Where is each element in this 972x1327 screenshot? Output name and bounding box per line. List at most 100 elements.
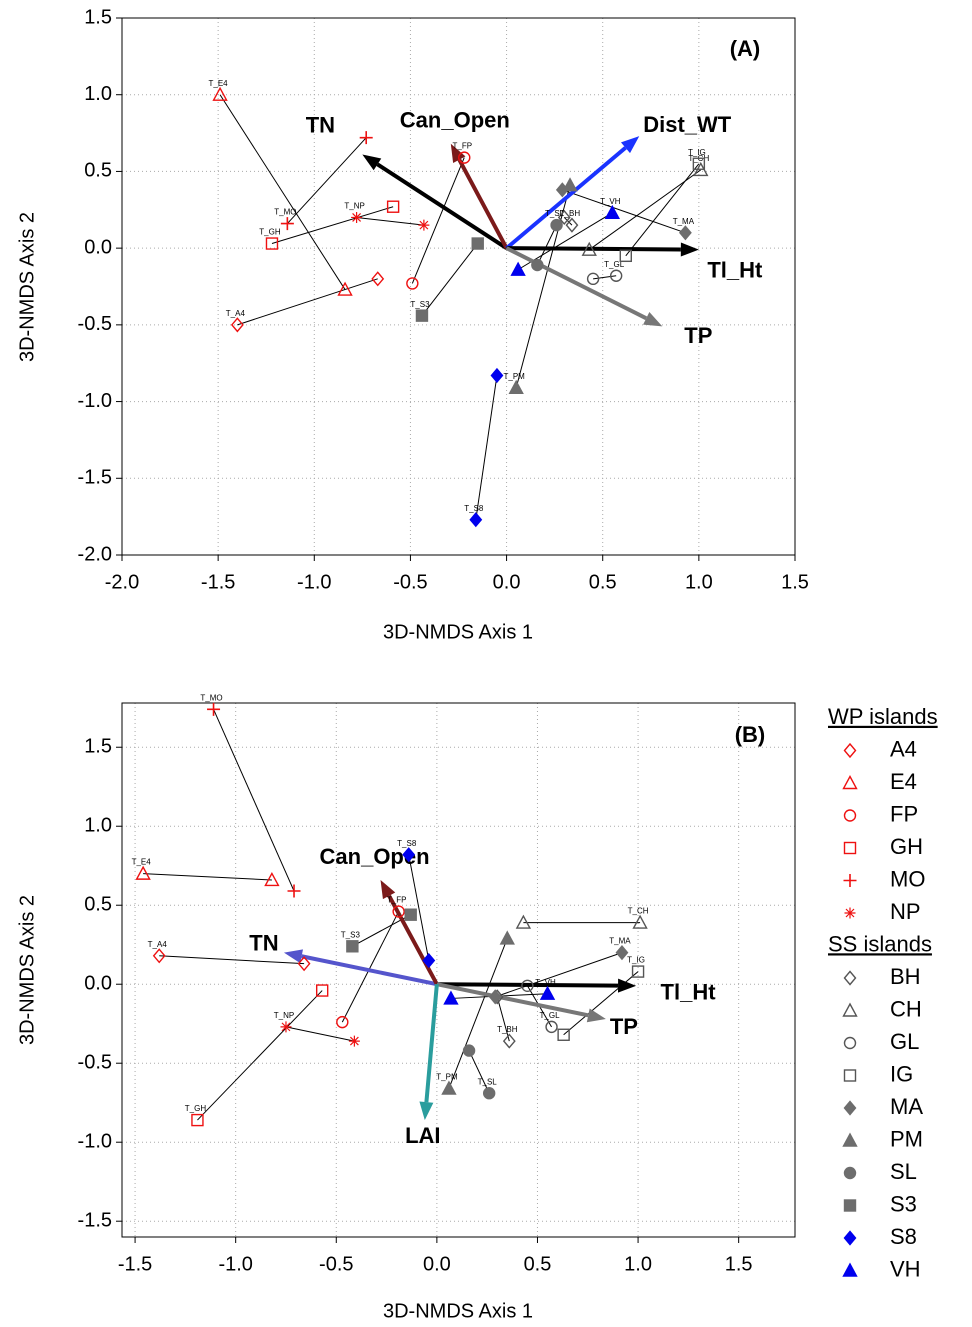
y-axis-title: 3D-NMDS Axis 2 bbox=[16, 895, 38, 1045]
pair-line bbox=[588, 169, 702, 251]
plot-frame bbox=[121, 702, 796, 1238]
point bbox=[844, 907, 856, 919]
point bbox=[488, 989, 502, 1005]
point-label: T_A4 bbox=[148, 940, 168, 949]
point bbox=[359, 131, 373, 145]
vector bbox=[506, 246, 681, 252]
point bbox=[843, 809, 857, 822]
point bbox=[490, 367, 504, 384]
pair-line bbox=[496, 996, 510, 1042]
pair-line bbox=[408, 854, 430, 961]
point bbox=[422, 952, 436, 969]
point-label: T_BH bbox=[560, 209, 581, 218]
point bbox=[619, 249, 632, 263]
legend-label: SL bbox=[890, 1159, 917, 1184]
x-tick-label: 0.0 bbox=[493, 571, 521, 593]
point bbox=[842, 1002, 858, 1017]
point-label: T_NP bbox=[274, 1011, 294, 1020]
x-axis-title: 3D-NMDS Axis 1 bbox=[383, 621, 533, 643]
pair-line bbox=[475, 375, 498, 520]
point-label: T_IG bbox=[627, 956, 645, 965]
vector-head bbox=[380, 879, 396, 900]
x-tick-label: -0.5 bbox=[393, 571, 427, 593]
vector-head bbox=[362, 154, 382, 171]
y-tick-label: -1.0 bbox=[78, 390, 112, 412]
y-tick-label: 0.0 bbox=[84, 973, 112, 995]
vector-label: Tl_Ht bbox=[661, 980, 717, 1005]
point bbox=[521, 979, 534, 992]
point bbox=[678, 225, 692, 241]
point-label: T_MO bbox=[200, 693, 222, 702]
legend-label: S8 bbox=[890, 1224, 917, 1249]
point bbox=[843, 1069, 857, 1082]
x-tick-label: -2.0 bbox=[105, 571, 139, 593]
point bbox=[609, 269, 623, 282]
point bbox=[482, 1087, 496, 1100]
x-tick-label: 0.0 bbox=[423, 1253, 451, 1275]
point bbox=[346, 940, 359, 953]
vector-label: Dist_WT bbox=[643, 112, 732, 137]
vector bbox=[436, 982, 589, 1018]
point-label: T_E4 bbox=[209, 79, 229, 88]
legend-label: GH bbox=[890, 834, 923, 859]
point bbox=[135, 865, 151, 880]
point bbox=[152, 948, 166, 964]
point bbox=[557, 209, 571, 226]
point-label: T_CH bbox=[628, 907, 649, 916]
x-tick-label: 1.5 bbox=[725, 1253, 753, 1275]
legend-label: NP bbox=[890, 899, 921, 924]
pair-line bbox=[421, 243, 479, 316]
legend-label: IG bbox=[890, 1061, 913, 1086]
vector bbox=[387, 894, 439, 986]
legend-label: MO bbox=[890, 866, 925, 891]
vector bbox=[376, 162, 508, 250]
vector-head bbox=[450, 143, 466, 163]
point bbox=[371, 271, 385, 287]
x-tick-label: -1.0 bbox=[297, 571, 331, 593]
point bbox=[539, 985, 556, 1000]
y-tick-label: 1.5 bbox=[84, 736, 112, 758]
vector-label: TN bbox=[249, 930, 278, 955]
y-tick-label: -1.5 bbox=[78, 1209, 112, 1231]
point-label: T_GL bbox=[604, 260, 625, 269]
pair-line bbox=[536, 224, 558, 266]
point bbox=[230, 317, 244, 333]
legend-label: A4 bbox=[890, 736, 917, 761]
point-label: T_S3 bbox=[341, 930, 361, 939]
pair-line bbox=[341, 911, 400, 1023]
point bbox=[348, 1035, 360, 1047]
point bbox=[843, 1166, 857, 1180]
point-label: T_S3 bbox=[410, 300, 430, 309]
vector-label: TP bbox=[610, 1014, 638, 1039]
legend-label: VH bbox=[890, 1256, 921, 1281]
point bbox=[212, 86, 228, 101]
point bbox=[336, 1015, 349, 1029]
pair-line bbox=[625, 163, 700, 257]
legend-title: WP islands bbox=[828, 704, 938, 729]
x-tick-label: -1.0 bbox=[218, 1253, 252, 1275]
point bbox=[315, 984, 329, 997]
pair-line bbox=[495, 952, 623, 998]
point bbox=[287, 884, 301, 898]
point-label: T_SL bbox=[478, 1077, 498, 1086]
point bbox=[280, 217, 294, 231]
point bbox=[692, 157, 706, 170]
x-tick-label: -1.5 bbox=[201, 571, 235, 593]
x-tick-label: -1.5 bbox=[118, 1253, 152, 1275]
pair-line bbox=[271, 206, 394, 245]
y-tick-label: -2.0 bbox=[78, 543, 112, 565]
point bbox=[581, 241, 597, 256]
point-label: T_PM bbox=[504, 372, 526, 381]
x-axis-title: 3D-NMDS Axis 1 bbox=[383, 1300, 533, 1322]
point bbox=[545, 1020, 558, 1034]
vector-head bbox=[618, 978, 637, 993]
point bbox=[418, 219, 430, 231]
x-tick-label: 1.5 bbox=[781, 571, 809, 593]
point-label: T_FP bbox=[387, 896, 407, 905]
point-label: T_S8 bbox=[464, 504, 484, 513]
legend-label: GL bbox=[890, 1029, 919, 1054]
point bbox=[337, 281, 353, 296]
point bbox=[843, 874, 857, 887]
point bbox=[842, 1132, 858, 1147]
